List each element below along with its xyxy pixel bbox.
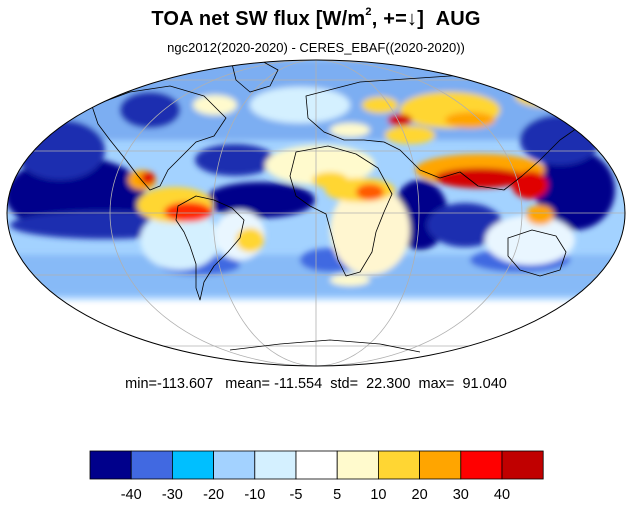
title-prefix: TOA net SW flux [W/m [151,8,366,30]
colorbar-box-1 [130,450,173,480]
graticule-meridian-60 [212,60,420,366]
colorbar-box-2 [171,450,214,480]
plot-subtitle: ngc2012(2020-2020) - CERES_EBAF((2020-20… [167,40,465,55]
title-exponent: 2 [365,6,372,19]
colorbar-box-10 [501,450,544,480]
colorbar-level-label: 5 [333,487,341,503]
north-america-outline [91,85,227,191]
colorbar-level-label: 10 [370,487,386,503]
colorbar-box-5 [295,450,338,480]
colorbar-box-3 [213,450,256,480]
colorbar-labels: -40 -30 -20 -10 -5 5 10 20 30 40 [121,487,510,503]
south-america-outline [175,195,245,301]
colorbar-box-8 [419,450,462,480]
stats-line: min=-113.607 mean= -11.554 std= 22.300 m… [0,376,632,392]
title-suffix: , += [371,8,407,30]
colorbar-level-label: -10 [244,487,265,503]
plot-title: TOA net SW flux [W/m2, +=↓] AUG [0,6,632,31]
stats-max-value: 91.040 [462,376,507,392]
colorbar-level-label: -5 [290,487,303,503]
stats-min-value: -113.607 [157,376,214,392]
map-border [6,59,626,367]
colorbar-level-label: -30 [162,487,183,503]
stats-min-label: min= [125,376,158,392]
colorbar-level-label: 40 [494,487,510,503]
africa-outline [289,145,393,277]
colorbar-level-label: -40 [121,487,142,503]
colorbar-box-9 [460,450,503,480]
australia-outline [507,229,567,277]
world-map [6,59,626,367]
title-month: AUG [435,8,481,30]
stats-std-label: std= [330,376,359,392]
stats-mean-value: -11.554 [274,376,323,392]
down-arrow-icon: ↓ [406,8,418,30]
colorbar-level-label: -20 [203,487,224,503]
antarctica-outline [229,339,421,353]
graticule-meridian-120 [109,60,523,366]
greenland-outline [231,60,279,93]
colorbar-box-0 [89,450,132,480]
colorbar-box-7 [377,450,420,480]
stats-mean-label: mean= [225,376,271,392]
colorbar-boxes [89,450,544,480]
stats-max-label: max= [418,376,455,392]
stats-std-value: 22.300 [366,376,411,392]
colorbar-level-label: 30 [453,487,469,503]
colorbar-box-4 [254,450,297,480]
colorbar-level-label: 20 [412,487,428,503]
title-close: ] [417,8,425,30]
colorbar-box-6 [336,450,379,480]
